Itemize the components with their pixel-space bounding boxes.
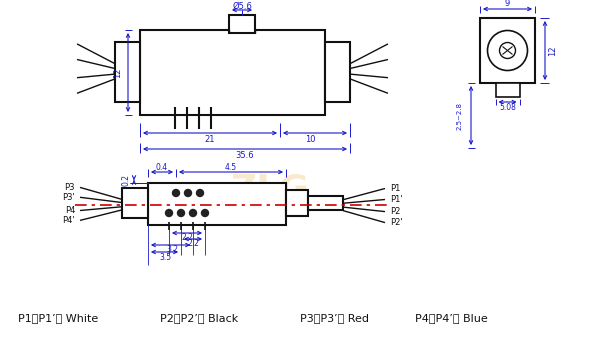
Circle shape xyxy=(166,210,173,217)
Bar xyxy=(122,188,148,218)
Bar xyxy=(148,183,286,225)
Bar xyxy=(286,190,308,216)
Bar xyxy=(140,30,325,115)
Text: P4': P4' xyxy=(62,216,75,225)
Text: 21: 21 xyxy=(205,135,215,144)
Text: 9: 9 xyxy=(505,0,510,8)
Bar xyxy=(308,196,343,210)
Text: P2、P2’： Black: P2、P2’： Black xyxy=(160,313,238,323)
Text: 2.2: 2.2 xyxy=(181,234,193,242)
Circle shape xyxy=(190,210,197,217)
Bar xyxy=(496,83,520,97)
Circle shape xyxy=(185,190,191,196)
Bar xyxy=(229,15,255,33)
Text: 12: 12 xyxy=(548,45,557,56)
Text: P1、P1’： White: P1、P1’： White xyxy=(18,313,98,323)
Circle shape xyxy=(173,190,179,196)
Text: P4: P4 xyxy=(65,206,75,215)
Text: 35.6: 35.6 xyxy=(236,150,254,160)
Text: 3.2: 3.2 xyxy=(166,245,178,255)
Text: 2.5~2.8: 2.5~2.8 xyxy=(457,101,463,129)
Text: P2: P2 xyxy=(390,207,400,216)
Bar xyxy=(480,18,535,83)
Circle shape xyxy=(197,190,203,196)
Bar xyxy=(325,42,350,102)
Text: Ø5.6: Ø5.6 xyxy=(232,1,252,10)
Text: 3.5: 3.5 xyxy=(159,252,171,262)
Text: 0.4: 0.4 xyxy=(156,163,168,171)
Text: P3: P3 xyxy=(65,183,75,192)
Text: ZLG: ZLG xyxy=(230,173,310,207)
Circle shape xyxy=(178,210,185,217)
Circle shape xyxy=(202,210,209,217)
Text: P4、P4’： Blue: P4、P4’： Blue xyxy=(415,313,488,323)
Text: P3': P3' xyxy=(62,193,75,202)
Text: 2.2: 2.2 xyxy=(187,240,199,248)
Text: 0.2: 0.2 xyxy=(121,174,131,186)
Text: 10: 10 xyxy=(305,135,315,144)
Text: 5.08: 5.08 xyxy=(499,102,516,112)
Text: 4.5: 4.5 xyxy=(225,163,237,171)
Text: P1': P1' xyxy=(390,195,403,204)
Text: 12: 12 xyxy=(113,67,122,78)
Text: P3、P3’： Red: P3、P3’： Red xyxy=(300,313,369,323)
Text: P1: P1 xyxy=(390,184,400,193)
Text: P2': P2' xyxy=(390,218,403,227)
Bar xyxy=(150,186,284,222)
Bar xyxy=(115,42,140,102)
